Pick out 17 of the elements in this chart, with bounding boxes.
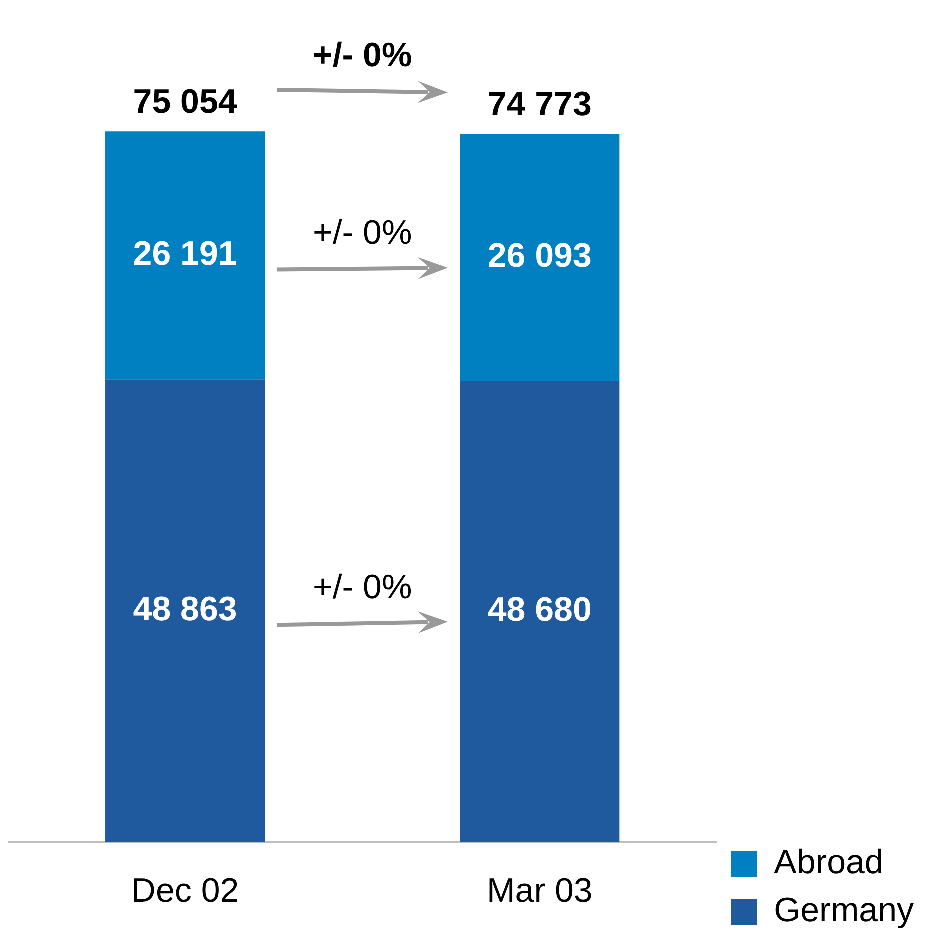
annotation: +/- 0% <box>312 214 412 252</box>
bar <box>106 380 266 842</box>
legend-label: Abroad <box>774 843 884 882</box>
data-label: 26 093 <box>488 237 592 276</box>
x-tick-label: Dec 02 <box>131 872 240 910</box>
data-label: 48 680 <box>488 591 592 630</box>
annotation: +/- 0% <box>312 568 412 607</box>
total-label: 75 054 <box>133 83 238 122</box>
total-label: 74 773 <box>488 86 592 124</box>
text: +/- 0% <box>312 36 412 74</box>
bar <box>106 132 266 380</box>
bar <box>460 381 620 842</box>
bar <box>460 134 620 382</box>
data-label: 26 191 <box>133 235 238 274</box>
x-tick-label: Mar 03 <box>486 872 593 910</box>
legend-label: Germany <box>774 891 914 930</box>
data-label: 48 863 <box>133 590 238 628</box>
